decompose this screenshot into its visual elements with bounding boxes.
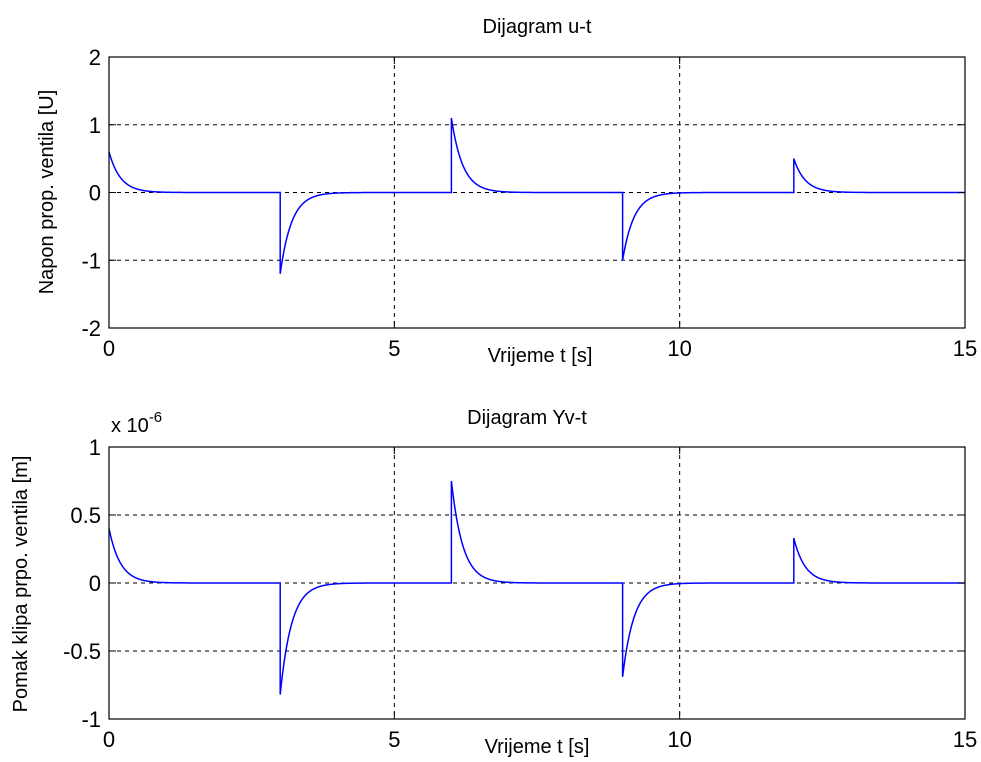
y-axis-label: Pomak klipa prpo. ventila [m] xyxy=(10,456,32,713)
y-tick-label: -1 xyxy=(81,707,101,732)
x-tick-labels: 0 5 10 15 xyxy=(103,336,977,361)
x-axis-label: Vrijeme t [s] xyxy=(488,345,593,367)
scale-exponent: -6 xyxy=(149,409,162,426)
x-tick-label: 15 xyxy=(953,336,977,361)
series-line xyxy=(108,480,965,695)
y-tick-labels: -2 -1 0 1 2 xyxy=(81,45,101,341)
scale-factor: x 10-6 xyxy=(111,409,162,437)
chart-title: Dijagram Yv-t xyxy=(467,407,587,429)
series-line xyxy=(108,117,965,274)
y-tick-label: -0.5 xyxy=(63,639,101,664)
x-axis-label: Vrijeme t [s] xyxy=(485,736,590,758)
scale-base: x 10 xyxy=(111,415,149,437)
y-tick-label: 0.5 xyxy=(70,503,101,528)
x-tick-labels: 0 5 10 15 xyxy=(103,727,977,752)
x-tick-label: 10 xyxy=(667,336,691,361)
x-tick-label: 5 xyxy=(388,336,400,361)
tick-marks xyxy=(108,56,966,329)
x-tick-label: 15 xyxy=(953,727,977,752)
y-tick-label: 2 xyxy=(89,45,101,70)
y-tick-label: -2 xyxy=(81,316,101,341)
chart-title: Dijagram u-t xyxy=(483,16,592,38)
plot-area-layer xyxy=(108,56,966,329)
y-tick-label: 0 xyxy=(89,571,101,596)
y-tick-label: 1 xyxy=(89,113,101,138)
chart-u-t: Dijagram u-t -2 -1 0 1 2 0 5 10 15 Vrijeme t [s… xyxy=(36,16,977,367)
y-axis-label: Napon prop. ventila [U] xyxy=(36,90,58,295)
y-tick-labels: -1 -0.5 0 0.5 1 xyxy=(63,435,101,732)
y-tick-label: 0 xyxy=(89,181,101,206)
y-tick-label: -1 xyxy=(81,248,101,273)
x-tick-label: 10 xyxy=(667,727,691,752)
x-tick-label: 5 xyxy=(388,727,400,752)
tick-marks xyxy=(108,446,966,720)
chart-yv-t: Dijagram Yv-t x 10-6 -1-0.500.51 0 5 10 15 … xyxy=(10,407,977,758)
x-tick-label: 0 xyxy=(103,336,115,361)
y-tick-label: 1 xyxy=(89,435,101,460)
plot-area-layer xyxy=(108,446,966,720)
x-tick-label: 0 xyxy=(103,727,115,752)
